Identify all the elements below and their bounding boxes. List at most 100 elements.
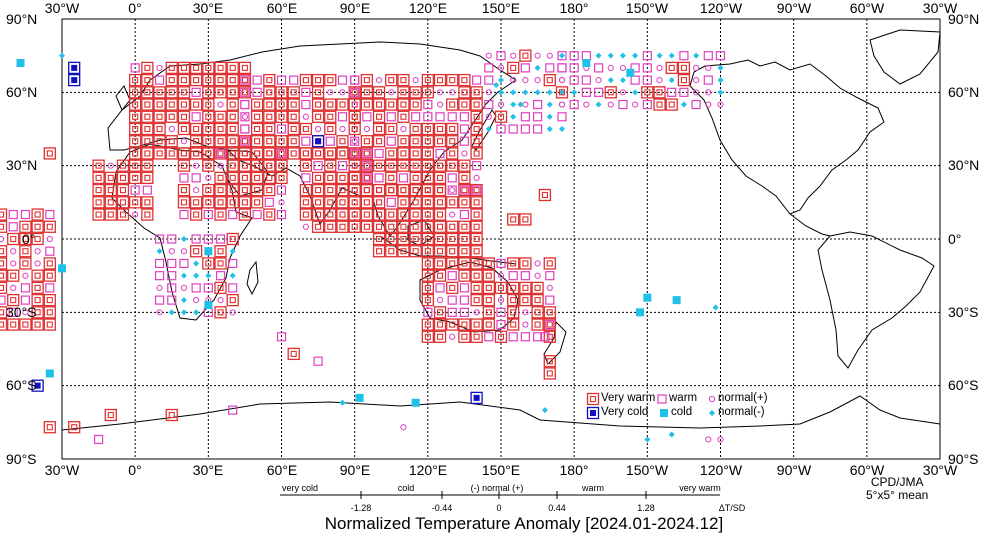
very-warm-cell: [458, 86, 471, 99]
very-warm-cell: [189, 122, 203, 136]
warm-cell: [496, 307, 506, 317]
very-warm-cell-inner: [229, 101, 236, 108]
very-warm-cell: [202, 257, 215, 270]
cold-cell: [626, 68, 635, 77]
very-warm-cell: [165, 147, 178, 160]
warm-cell: [215, 148, 226, 159]
very-warm-cell-inner: [449, 248, 456, 255]
warm-cell: [276, 185, 287, 195]
very-warm-cell-inner: [46, 272, 53, 279]
very-warm-cell-inner: [436, 235, 444, 243]
warm-cell: [130, 63, 140, 73]
very-warm-cell: [287, 135, 300, 148]
normal-minus-cell: [668, 431, 675, 438]
very-warm-cell-inner: [363, 162, 370, 169]
very-warm-cell: [336, 147, 349, 160]
very-warm-cell: [92, 196, 105, 209]
very-warm-cell: [263, 147, 276, 160]
very-warm-cell-inner: [424, 77, 431, 84]
very-warm-cell: [43, 147, 56, 160]
lat-label-left: 30°N: [6, 157, 38, 173]
very-warm-cell: [421, 122, 434, 136]
very-warm-cell-inner: [644, 89, 651, 96]
lat-label-right: 0°: [948, 231, 962, 247]
very-warm-cell: [299, 73, 313, 87]
very-warm-cell: [348, 171, 361, 185]
warm-cell: [350, 148, 360, 159]
normal-plus-cell: [522, 321, 529, 328]
very-warm-cell-inner: [302, 199, 309, 206]
very-warm-cell-inner: [400, 101, 407, 108]
normal-minus-cell: [180, 236, 187, 242]
very-warm-cell: [507, 257, 520, 270]
very-warm-cell: [433, 171, 447, 185]
very-warm-cell: [348, 86, 361, 99]
very-warm-cell: [141, 171, 154, 185]
very-warm-cell: [409, 86, 422, 99]
very-warm-cell: [202, 110, 215, 123]
very-warm-cell-inner: [290, 138, 297, 145]
very-warm-cell-inner: [327, 187, 334, 194]
very-warm-cell: [324, 196, 337, 209]
very-warm-cell-inner: [144, 125, 151, 133]
very-warm-cell: [409, 122, 422, 136]
normal-plus-cell: [375, 77, 383, 84]
very-warm-cell: [141, 98, 154, 111]
very-warm-cell-inner: [217, 138, 224, 145]
very-warm-cell: [226, 159, 239, 172]
normal-minus-cell: [510, 113, 517, 120]
very-warm-cell-inner: [510, 260, 517, 267]
very-warm-cell-inner: [400, 89, 407, 96]
very-warm-cell: [360, 220, 374, 233]
very-warm-cell-inner: [193, 64, 200, 71]
very-warm-cell: [507, 306, 520, 319]
warm-cell: [532, 112, 543, 122]
very-warm-cell: [226, 86, 239, 99]
normal-plus-cell: [708, 395, 716, 403]
warm-cell: [532, 124, 543, 134]
very-warm-cell: [275, 86, 288, 99]
warm-cell: [350, 75, 360, 85]
very-warm-cell-inner: [461, 162, 468, 169]
coast-eurasia: [107, 41, 517, 237]
very-warm-cell-inner: [229, 89, 236, 96]
warm-cell: [228, 405, 238, 415]
very-warm-cell-inner: [461, 235, 468, 243]
very-warm-cell-inner: [254, 138, 261, 145]
very-warm-cell-inner: [351, 113, 358, 120]
very-warm-cell: [189, 73, 203, 87]
normal-plus-cell: [449, 333, 456, 340]
normal-minus-cell: [59, 52, 65, 59]
very-warm-cell: [470, 122, 483, 136]
normal-minus-cell: [632, 52, 639, 59]
very-warm-cell-inner: [217, 199, 224, 206]
very-warm-cell: [348, 208, 361, 221]
very-warm-cell-inner: [473, 284, 480, 291]
very-warm-cell-inner: [22, 235, 29, 243]
very-warm-cell: [421, 171, 434, 185]
very-warm-cell-inner: [144, 138, 151, 145]
cold-cell: [58, 264, 66, 273]
very-warm-cell-inner: [315, 150, 322, 157]
very-warm-cell: [665, 98, 678, 111]
very-warm-cell: [250, 110, 264, 123]
lon-label-top: 60°E: [266, 0, 298, 16]
normal-plus-cell: [522, 101, 529, 108]
normal-minus-cell: [546, 113, 553, 120]
very-warm-cell: [372, 98, 386, 111]
warm-cell: [703, 51, 713, 61]
very-warm-cell-inner: [339, 199, 346, 206]
very-warm-cell: [189, 147, 203, 160]
very-warm-cell: [153, 135, 166, 148]
very-warm-cell-inner: [302, 125, 309, 133]
normal-minus-cell: [522, 89, 529, 96]
very-warm-cell-inner: [0, 248, 5, 255]
very-warm-cell-inner: [412, 125, 419, 133]
very-warm-cell-inner: [229, 138, 236, 145]
warm-cell: [45, 246, 55, 256]
normal-plus-cell: [546, 52, 553, 59]
very-warm-cell-inner: [144, 77, 151, 84]
very-warm-cell-inner: [436, 138, 444, 145]
very-warm-cell-inner: [315, 187, 322, 194]
very-warm-cell-inner: [34, 321, 41, 328]
